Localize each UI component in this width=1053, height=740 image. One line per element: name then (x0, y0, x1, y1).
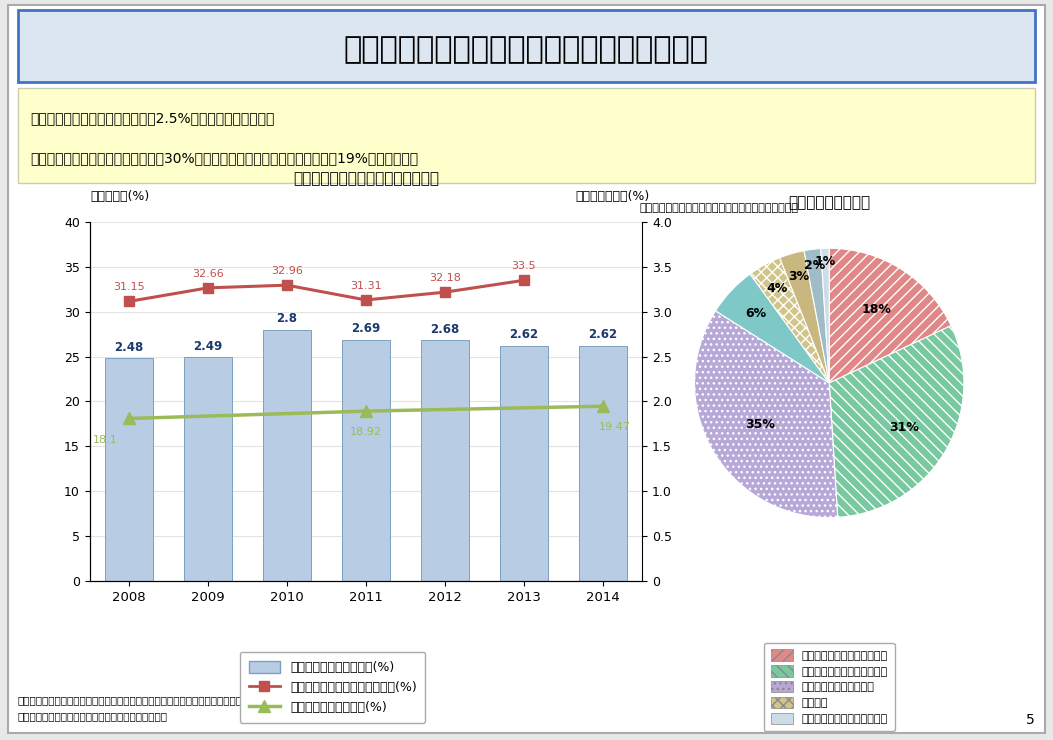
Text: 35%: 35% (744, 417, 775, 431)
Text: 2.62: 2.62 (510, 329, 538, 341)
Text: 33.5: 33.5 (512, 261, 536, 272)
Text: 妊婦の精神疾患合併割合、精神疾患合併妊婦帝王切開率：日本産科婦人科学会　周産期統計をもとに作成: 妊婦の精神疾患合併割合、精神疾患合併妊婦帝王切開率：日本産科婦人科学会 周産期統… (18, 695, 312, 705)
Text: 19.47: 19.47 (599, 423, 631, 432)
Bar (263, 329, 311, 581)
Text: 6%: 6% (746, 307, 767, 320)
Text: 2.48: 2.48 (115, 341, 143, 354)
Wedge shape (820, 249, 830, 383)
Legend: 統合失調症・非定型精神病等, 気分障害・うつ病・躁鬱病等, パニック障害・適応障害, 摂食障害, 人格障害・境界型人格障害等: 統合失調症・非定型精神病等, 気分障害・うつ病・躁鬱病等, パニック障害・適応障… (764, 642, 894, 731)
Text: 32.96: 32.96 (271, 266, 303, 276)
Bar (105, 358, 153, 581)
Wedge shape (750, 258, 830, 383)
Text: 2.49: 2.49 (194, 340, 222, 353)
Text: ～横浜市立大学センター病院における精神合併妊娠～: ～横浜市立大学センター病院における精神合併妊娠～ (640, 203, 799, 213)
Text: 帝王切開率(%): 帝王切開率(%) (90, 189, 150, 203)
Bar (421, 340, 469, 581)
Title: ＜精神疾患の内訳＞: ＜精神疾患の内訳＞ (789, 195, 870, 211)
Text: 2.62: 2.62 (589, 329, 617, 341)
Text: 2.69: 2.69 (352, 322, 380, 335)
Bar (342, 340, 390, 581)
Wedge shape (804, 249, 830, 383)
Text: 31.31: 31.31 (350, 281, 382, 291)
Wedge shape (779, 251, 830, 383)
Title: ＜精神疾患合併割合と帝王切開率＞: ＜精神疾患合併割合と帝王切開率＞ (293, 171, 439, 186)
Wedge shape (830, 326, 963, 517)
Wedge shape (695, 311, 838, 517)
Text: 31%: 31% (890, 421, 919, 434)
Text: 18.1: 18.1 (93, 434, 118, 445)
Text: 18%: 18% (861, 303, 891, 315)
Wedge shape (829, 249, 951, 383)
Text: 31.15: 31.15 (113, 283, 145, 292)
Text: 4%: 4% (767, 282, 788, 295)
Text: 32.66: 32.66 (192, 269, 224, 279)
Bar (18, 88, 1035, 183)
Text: 32.18: 32.18 (429, 273, 461, 283)
Text: 精神疾患合併率(%): 精神疾患合併率(%) (575, 189, 650, 203)
Text: 1%: 1% (815, 255, 836, 269)
Text: 2.8: 2.8 (277, 312, 297, 325)
Text: ・精神疾患合併妊婦の帝王切開率は30%超で、全分娩における帝王切開率（約19%）より高い。: ・精神疾患合併妊婦の帝王切開率は30%超で、全分娩における帝王切開率（約19%）… (29, 151, 418, 165)
Text: 18.92: 18.92 (350, 427, 382, 437)
Text: 全国妊婦の帝王切開率：厚生労働省「医療施設調査」: 全国妊婦の帝王切開率：厚生労働省「医療施設調査」 (18, 711, 168, 721)
Legend: 妊婦の精神疾患合併割合(%), 精神疾患合併妊婦の帝王切開率(%), 全国妊婦の帝王切開率(%): 妊婦の精神疾患合併割合(%), 精神疾患合併妊婦の帝王切開率(%), 全国妊婦の… (240, 652, 425, 723)
Wedge shape (716, 274, 830, 383)
Text: 精神疾患合併妊婦の帝王切開率と疾患の内訳: 精神疾患合併妊婦の帝王切開率と疾患の内訳 (343, 36, 709, 64)
Bar (184, 357, 232, 581)
Text: ・精神疾患合併妊婦の割合は近年2.5%前後で推移している。: ・精神疾患合併妊婦の割合は近年2.5%前後で推移している。 (29, 111, 275, 125)
Text: 3%: 3% (788, 270, 809, 283)
Text: 2.68: 2.68 (431, 323, 459, 336)
Bar (579, 346, 627, 581)
Bar (500, 346, 548, 581)
Text: 5: 5 (1027, 713, 1035, 727)
Text: 2%: 2% (803, 259, 824, 272)
Bar (18, 10, 1035, 82)
